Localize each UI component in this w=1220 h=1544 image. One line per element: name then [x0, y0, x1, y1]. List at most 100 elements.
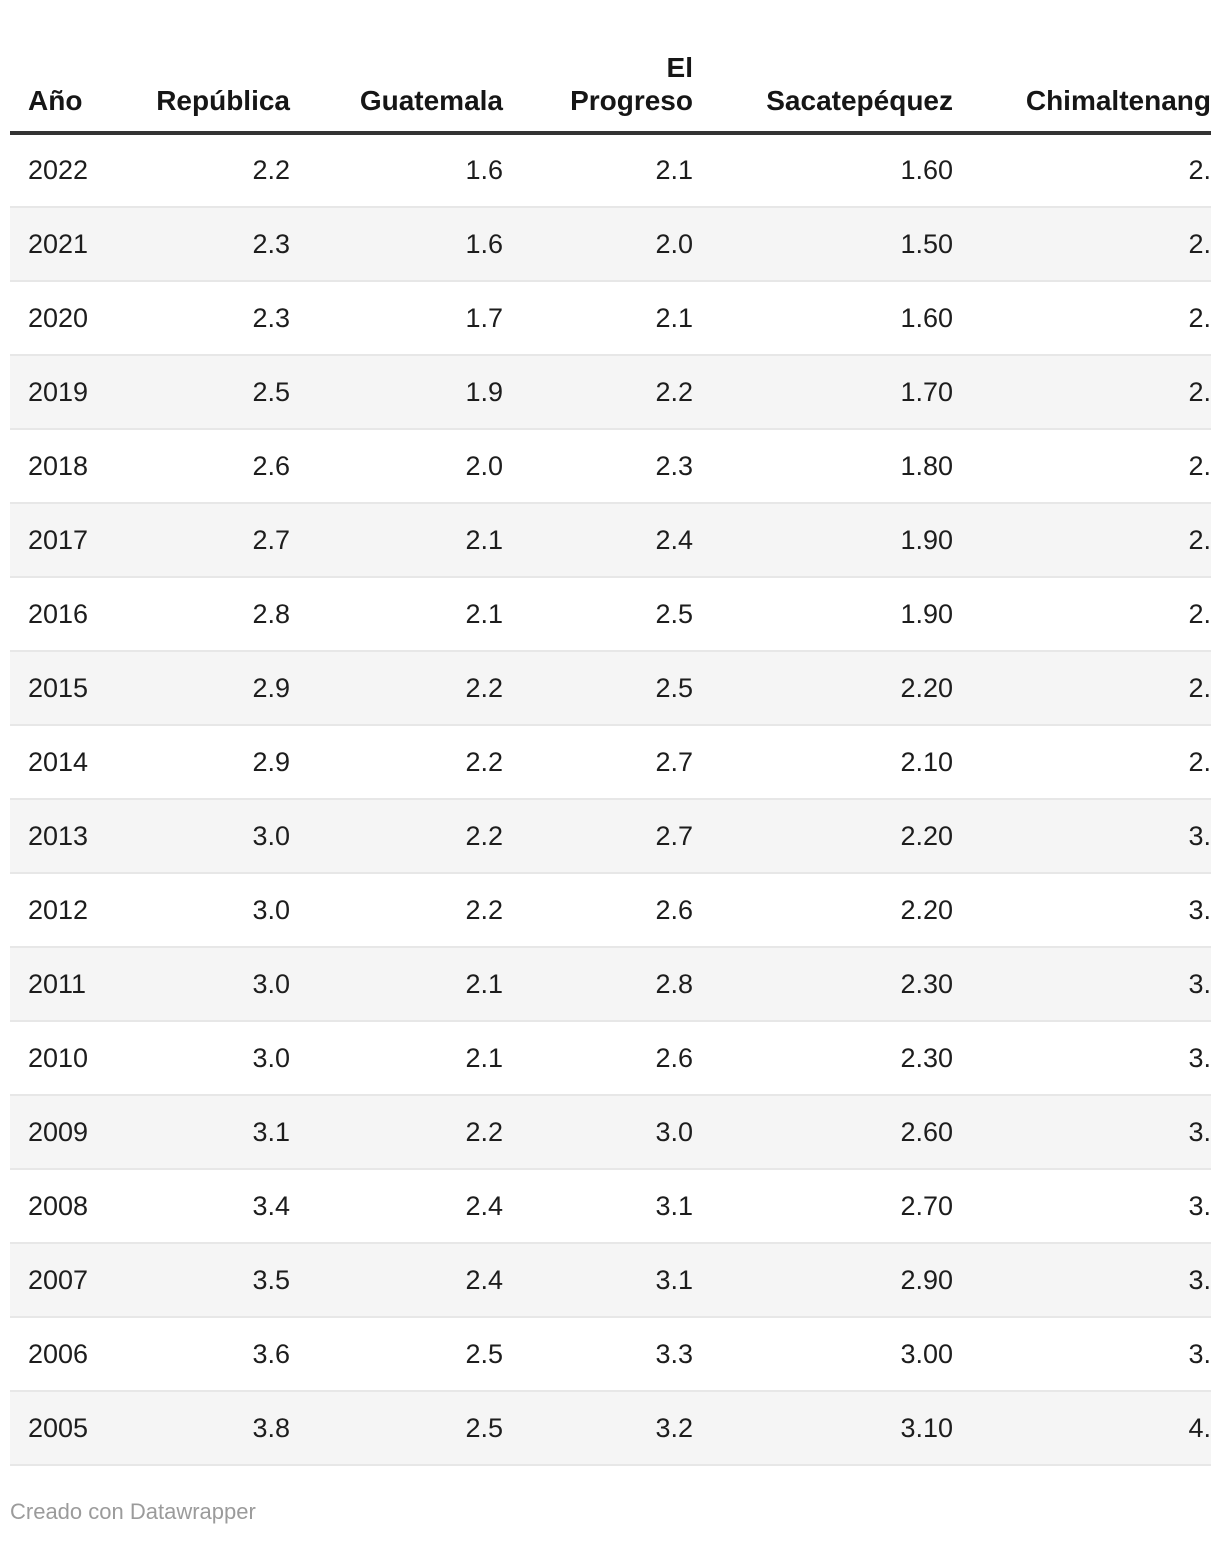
table-row: 2013 3.0 2.2 2.7 2.20 3. [10, 799, 1211, 874]
column-header: Año [10, 0, 110, 135]
column-header-label: Guatemala [359, 85, 503, 116]
value-cell: 2.2 [308, 799, 521, 874]
table-header-row: Año República Guatemala El Progreso Sacatepé… [10, 0, 1211, 135]
table-row: 2015 2.9 2.2 2.5 2.20 2. [10, 651, 1211, 726]
value-cell: 1.9 [308, 355, 521, 430]
value-cell: 3. [971, 1169, 1211, 1244]
value-cell: 3. [971, 947, 1211, 1022]
value-cell: 2.9 [110, 725, 308, 800]
value-cell: 2.7 [521, 725, 711, 800]
value-cell: 2.2 [308, 873, 521, 948]
value-cell: 2.3 [110, 281, 308, 356]
value-cell: 2.1 [308, 1021, 521, 1096]
value-cell: 3.8 [110, 1391, 308, 1466]
value-cell: 2.2 [308, 651, 521, 726]
value-cell: 2.6 [110, 429, 308, 504]
value-cell: 2. [971, 577, 1211, 652]
value-cell: 2. [971, 651, 1211, 726]
value-cell: 1.60 [711, 281, 971, 356]
table-row: 2021 2.3 1.6 2.0 1.50 2. [10, 207, 1211, 282]
value-cell: 2.1 [308, 503, 521, 578]
datawrapper-credit-link[interactable]: Creado con Datawrapper [10, 1499, 256, 1524]
value-cell: 3.1 [110, 1095, 308, 1170]
year-cell: 2009 [10, 1095, 110, 1170]
value-cell: 3.0 [110, 873, 308, 948]
value-cell: 3. [971, 1021, 1211, 1096]
value-cell: 3.1 [521, 1169, 711, 1244]
value-cell: 2.1 [521, 133, 711, 208]
table-row: 2007 3.5 2.4 3.1 2.90 3. [10, 1243, 1211, 1318]
table-row: 2011 3.0 2.1 2.8 2.30 3. [10, 947, 1211, 1022]
value-cell: 2.90 [711, 1243, 971, 1318]
value-cell: 1.80 [711, 429, 971, 504]
value-cell: 2. [971, 355, 1211, 430]
value-cell: 3.5 [110, 1243, 308, 1318]
value-cell: 2. [971, 207, 1211, 282]
value-cell: 1.6 [308, 207, 521, 282]
footer: Creado con Datawrapper [10, 1498, 1220, 1526]
column-header-label: Año [28, 85, 83, 116]
table-row: 2010 3.0 2.1 2.6 2.30 3. [10, 1021, 1211, 1096]
value-cell: 2.30 [711, 1021, 971, 1096]
column-header-label: República [156, 85, 290, 116]
value-cell: 2.5 [308, 1391, 521, 1466]
year-cell: 2019 [10, 355, 110, 430]
value-cell: 3.0 [521, 1095, 711, 1170]
year-cell: 2015 [10, 651, 110, 726]
value-cell: 1.7 [308, 281, 521, 356]
value-cell: 2.8 [521, 947, 711, 1022]
value-cell: 2.1 [308, 947, 521, 1022]
value-cell: 3.0 [110, 1021, 308, 1096]
table-row: 2020 2.3 1.7 2.1 1.60 2. [10, 281, 1211, 356]
table-row: 2017 2.7 2.1 2.4 1.90 2. [10, 503, 1211, 578]
year-cell: 2016 [10, 577, 110, 652]
value-cell: 1.90 [711, 503, 971, 578]
value-cell: 2. [971, 133, 1211, 208]
column-header: Guatemala [308, 0, 521, 135]
value-cell: 2.20 [711, 651, 971, 726]
value-cell: 3.2 [521, 1391, 711, 1466]
value-cell: 2.20 [711, 873, 971, 948]
value-cell: 2. [971, 725, 1211, 800]
column-header: Chimaltenang [971, 0, 1211, 135]
value-cell: 2.5 [521, 651, 711, 726]
value-cell: 1.50 [711, 207, 971, 282]
column-header-label: Chimaltenang [1025, 85, 1211, 116]
column-header: Sacatepéquez [711, 0, 971, 135]
column-header: El Progreso [521, 0, 711, 135]
value-cell: 3.0 [110, 799, 308, 874]
value-cell: 3.6 [110, 1317, 308, 1392]
table-head: Año República Guatemala El Progreso Sacatepé… [10, 0, 1211, 135]
value-cell: 2.8 [110, 577, 308, 652]
value-cell: 3.0 [110, 947, 308, 1022]
value-cell: 1.70 [711, 355, 971, 430]
value-cell: 2.6 [521, 1021, 711, 1096]
year-cell: 2005 [10, 1391, 110, 1466]
value-cell: 3. [971, 799, 1211, 874]
value-cell: 2.0 [521, 207, 711, 282]
value-cell: 2.7 [521, 799, 711, 874]
value-cell: 1.6 [308, 133, 521, 208]
value-cell: 2.4 [308, 1243, 521, 1318]
value-cell: 2.70 [711, 1169, 971, 1244]
value-cell: 3.10 [711, 1391, 971, 1466]
table-body: 2022 2.2 1.6 2.1 1.60 2. 2021 2.3 1.6 2.0 1.50 2. 20… [10, 133, 1211, 1466]
table-row: 2018 2.6 2.0 2.3 1.80 2. [10, 429, 1211, 504]
value-cell: 2.5 [521, 577, 711, 652]
year-cell: 2021 [10, 207, 110, 282]
value-cell: 2.3 [110, 207, 308, 282]
value-cell: 2.60 [711, 1095, 971, 1170]
column-header-label: Sacatepéquez [766, 85, 953, 116]
year-cell: 2017 [10, 503, 110, 578]
value-cell: 2.2 [521, 355, 711, 430]
value-cell: 2.1 [521, 281, 711, 356]
data-table-container: Año República Guatemala El Progreso Sacatepé… [10, 0, 1211, 1466]
value-cell: 2.6 [521, 873, 711, 948]
value-cell: 2. [971, 429, 1211, 504]
value-cell: 2.2 [308, 725, 521, 800]
value-cell: 2.7 [110, 503, 308, 578]
value-cell: 2. [971, 503, 1211, 578]
value-cell: 3. [971, 1243, 1211, 1318]
value-cell: 2.3 [521, 429, 711, 504]
